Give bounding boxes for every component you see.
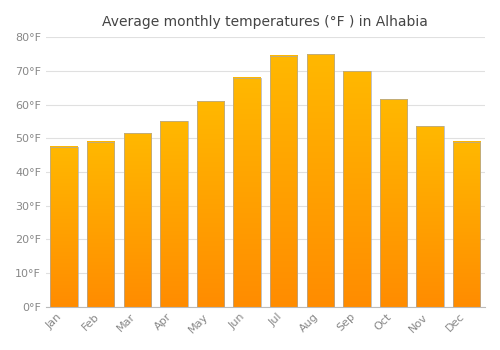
Bar <box>160 121 188 307</box>
Bar <box>416 126 444 307</box>
Bar <box>343 71 370 307</box>
Bar <box>380 99 407 307</box>
Bar <box>453 142 480 307</box>
Bar <box>234 78 261 307</box>
Title: Average monthly temperatures (°F ) in Alhabia: Average monthly temperatures (°F ) in Al… <box>102 15 428 29</box>
Bar <box>197 101 224 307</box>
Bar <box>50 147 78 307</box>
Bar <box>306 54 334 307</box>
Bar <box>124 133 151 307</box>
Bar <box>270 56 297 307</box>
Bar <box>87 142 115 307</box>
